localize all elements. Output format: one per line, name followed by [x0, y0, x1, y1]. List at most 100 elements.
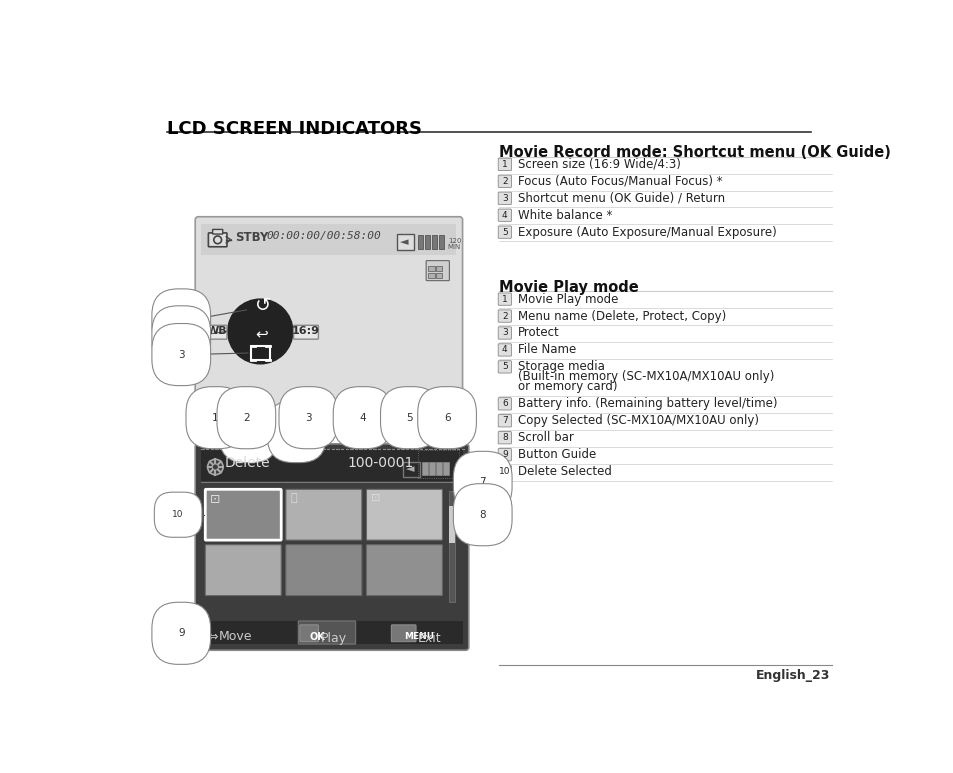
FancyBboxPatch shape — [497, 465, 511, 478]
FancyBboxPatch shape — [497, 209, 511, 221]
Text: Delete Selected: Delete Selected — [517, 465, 611, 478]
Text: Battery info. (Remaining battery level/time): Battery info. (Remaining battery level/t… — [517, 397, 777, 410]
Text: 2: 2 — [245, 427, 252, 437]
Text: 3: 3 — [501, 329, 507, 338]
Text: English_23: English_23 — [756, 669, 830, 682]
Text: 2: 2 — [501, 177, 507, 186]
Text: LCD SCREEN INDICATORS: LCD SCREEN INDICATORS — [167, 120, 422, 138]
Text: 100-0001: 100-0001 — [347, 456, 413, 470]
Text: Screen size (16:9 Wide/4:3): Screen size (16:9 Wide/4:3) — [517, 158, 679, 171]
Text: 120: 120 — [455, 464, 468, 470]
Bar — [436, 266, 442, 271]
Bar — [428, 273, 435, 278]
FancyBboxPatch shape — [497, 397, 511, 410]
FancyBboxPatch shape — [286, 489, 361, 540]
Text: 2: 2 — [243, 413, 250, 423]
Text: Move: Move — [218, 630, 252, 643]
Text: File Name: File Name — [517, 343, 576, 356]
Bar — [429, 461, 435, 475]
Text: 🔒: 🔒 — [291, 493, 296, 503]
FancyBboxPatch shape — [299, 625, 318, 642]
Text: WB: WB — [207, 326, 227, 336]
Bar — [417, 235, 422, 249]
Text: 4: 4 — [501, 211, 507, 220]
Text: 00:00:00/00:58:00: 00:00:00/00:58:00 — [266, 230, 381, 240]
Text: 5: 5 — [501, 363, 507, 371]
Text: 3: 3 — [305, 413, 312, 423]
Bar — [431, 235, 436, 249]
Text: 5: 5 — [178, 315, 184, 325]
Text: ⊡: ⊡ — [371, 493, 380, 503]
Text: ↺: ↺ — [254, 295, 271, 315]
Text: 7: 7 — [479, 478, 485, 488]
FancyBboxPatch shape — [208, 233, 227, 247]
FancyBboxPatch shape — [497, 310, 511, 322]
FancyBboxPatch shape — [207, 325, 227, 339]
FancyBboxPatch shape — [497, 431, 511, 444]
Circle shape — [208, 459, 223, 475]
Text: 2: 2 — [501, 312, 507, 321]
Bar — [201, 448, 462, 481]
Text: Protect: Protect — [517, 326, 558, 339]
Text: 120: 120 — [447, 238, 460, 244]
Text: Movie Play mode: Movie Play mode — [517, 293, 618, 305]
Bar — [436, 461, 441, 475]
Text: Menu name (Delete, Protect, Copy): Menu name (Delete, Protect, Copy) — [517, 309, 725, 322]
Text: 5: 5 — [406, 413, 413, 423]
Text: 3: 3 — [178, 349, 184, 359]
Bar — [448, 506, 455, 543]
Text: 8: 8 — [501, 433, 507, 442]
FancyBboxPatch shape — [213, 230, 222, 234]
Text: Exit: Exit — [417, 632, 441, 645]
Text: Shortcut menu (OK Guide) / Return: Shortcut menu (OK Guide) / Return — [517, 192, 724, 205]
Text: 9: 9 — [501, 450, 507, 459]
Text: 4: 4 — [501, 346, 507, 355]
Text: Movie Play mode: Movie Play mode — [498, 280, 639, 295]
Text: MIN: MIN — [455, 469, 468, 475]
Text: 16:9: 16:9 — [292, 326, 319, 336]
FancyBboxPatch shape — [195, 216, 462, 419]
FancyBboxPatch shape — [497, 175, 511, 188]
Text: Focus (Auto Focus/Manual Focus) *: Focus (Auto Focus/Manual Focus) * — [517, 175, 721, 188]
FancyBboxPatch shape — [205, 489, 281, 540]
Bar — [436, 273, 442, 278]
Circle shape — [228, 299, 293, 364]
Circle shape — [213, 236, 221, 243]
Text: Movie Record mode: Shortcut menu (OK Guide): Movie Record mode: Shortcut menu (OK Gui… — [498, 145, 890, 160]
Text: Scroll bar: Scroll bar — [517, 431, 573, 444]
FancyBboxPatch shape — [298, 621, 355, 644]
Bar — [428, 266, 435, 271]
Text: 6: 6 — [501, 400, 507, 408]
FancyBboxPatch shape — [497, 293, 511, 305]
FancyBboxPatch shape — [205, 545, 281, 595]
FancyBboxPatch shape — [426, 261, 449, 281]
Text: 10: 10 — [498, 467, 510, 476]
FancyBboxPatch shape — [366, 489, 442, 540]
FancyBboxPatch shape — [497, 414, 511, 427]
Bar — [424, 235, 430, 249]
Text: STBY: STBY — [235, 230, 269, 243]
Text: 4: 4 — [359, 413, 366, 423]
Text: 9: 9 — [178, 628, 184, 638]
Text: Exposure (Auto Exposure/Manual Exposure): Exposure (Auto Exposure/Manual Exposure) — [517, 226, 776, 239]
Bar — [201, 224, 456, 255]
Text: ⇔: ⇔ — [208, 630, 218, 643]
Text: 1: 1 — [501, 295, 507, 304]
Circle shape — [212, 464, 218, 470]
FancyBboxPatch shape — [366, 545, 442, 595]
FancyBboxPatch shape — [497, 361, 511, 373]
Text: 1: 1 — [212, 413, 218, 423]
Bar — [438, 235, 443, 249]
FancyBboxPatch shape — [195, 444, 468, 650]
Text: 10: 10 — [172, 510, 184, 519]
Text: OK: OK — [309, 632, 325, 642]
Text: 6: 6 — [443, 413, 450, 423]
FancyBboxPatch shape — [402, 461, 419, 477]
Text: ◄: ◄ — [399, 237, 408, 247]
Text: MENU: MENU — [403, 632, 434, 641]
Text: White balance *: White balance * — [517, 209, 611, 222]
FancyBboxPatch shape — [497, 192, 511, 204]
Text: Delete: Delete — [224, 456, 270, 470]
FancyBboxPatch shape — [497, 344, 511, 356]
FancyBboxPatch shape — [497, 226, 511, 238]
